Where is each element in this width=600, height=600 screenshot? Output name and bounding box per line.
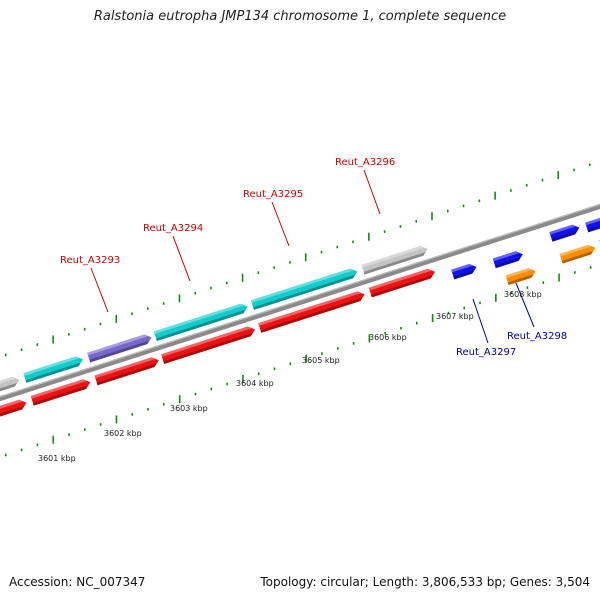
tick-marks [4,163,592,457]
gene-orange [559,244,596,264]
callout-line [172,235,191,282]
gene-red [30,379,91,406]
scale-label: 3606 kbp [369,333,407,342]
outer-tick-row [4,163,591,357]
gene-label-forward[interactable]: Reut_A3294 [143,223,203,234]
gene-cyan [23,356,83,383]
gene-label-forward[interactable]: Reut_A3296 [335,157,395,168]
gene-red [161,326,256,364]
scale-label: 3605 kbp [302,356,340,365]
gene-label-forward[interactable]: Reut_A3295 [243,189,303,200]
scale-label: 3604 kbp [236,379,274,388]
gene-callouts: Reut_A3293 Reut_A3294 Reut_A3295 Reut_A3296… [60,157,567,358]
gene-gray [361,246,428,275]
gene-label-forward[interactable]: Reut_A3293 [60,255,120,266]
accession-text: Accession: NC_007347 [9,575,146,589]
gene-label-reverse[interactable]: Reut_A3297 [456,347,516,358]
gene-red [368,268,436,298]
map-title: Ralstonia eutropha JMP134 chromosome 1, … [93,9,507,24]
callout-line [90,267,109,313]
callout-line [271,201,290,247]
gene-orange [505,268,536,286]
gene-cyan [153,303,248,341]
inner-tick-row [5,266,592,457]
gene-red [0,399,27,422]
scale-label: 3602 kbp [104,429,142,438]
gene-blue [585,215,600,233]
callout-line [472,298,489,344]
scale-label: 3608 kbp [504,290,542,299]
callout-line [515,282,535,328]
gene-label-reverse[interactable]: Reut_A3298 [507,331,567,342]
callout-line [363,169,381,215]
gene-red [258,291,365,333]
scale-label: 3603 kbp [170,404,208,413]
backbone [0,203,600,402]
gene-features [0,215,600,422]
genome-summary: Topology: circular; Length: 3,806,533 bp… [260,575,590,589]
gene-gray [0,376,20,399]
scale-label: 3607 kbp [436,312,474,321]
gene-red [94,357,159,386]
gene-cyan [250,268,358,310]
scale-label: 3601 kbp [38,454,76,463]
gene-blue [549,224,580,242]
backbone-line [0,203,600,402]
gene-blue [492,251,523,269]
gene-blue [451,264,477,280]
scale-labels: 3601 kbp 3602 kbp 3603 kbp 3604 kbp 3605 kbp… [38,290,542,463]
gene-purple [87,334,152,363]
